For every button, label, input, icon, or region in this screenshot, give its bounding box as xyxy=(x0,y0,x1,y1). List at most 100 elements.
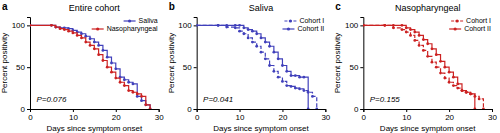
point xyxy=(435,66,438,69)
point xyxy=(405,31,408,34)
step-line xyxy=(363,25,483,109)
tick-mark xyxy=(27,67,30,68)
point xyxy=(71,31,74,34)
point xyxy=(439,72,442,75)
tick-mark xyxy=(449,109,450,112)
point xyxy=(260,37,263,40)
legend-label: Cohort I xyxy=(299,17,324,24)
tick-mark xyxy=(73,109,74,112)
point xyxy=(443,66,446,69)
tick-label: 30 xyxy=(488,113,497,122)
tick-label: 50 xyxy=(16,63,25,72)
point xyxy=(140,99,143,102)
point xyxy=(114,67,117,70)
point xyxy=(238,30,241,33)
point xyxy=(84,35,87,38)
point xyxy=(264,41,267,44)
tick: 0 xyxy=(21,105,30,114)
point xyxy=(114,77,117,80)
tick: 30 xyxy=(321,109,330,122)
y-axis-label: Percent positivity xyxy=(167,33,176,93)
legend-marker xyxy=(289,19,292,22)
tick-mark xyxy=(406,109,407,112)
point xyxy=(290,74,293,77)
tick: 20 xyxy=(278,109,287,122)
point xyxy=(110,71,113,74)
point xyxy=(285,70,288,73)
tick-mark xyxy=(194,109,197,110)
point xyxy=(144,103,147,106)
step-line xyxy=(30,25,150,109)
tick-label: 10 xyxy=(402,113,411,122)
point xyxy=(264,57,267,60)
x-axis: 0102030 xyxy=(195,109,331,122)
point xyxy=(247,28,250,31)
legend-item: Saliva xyxy=(124,17,158,24)
point xyxy=(431,47,434,50)
tick: 10 xyxy=(69,109,78,122)
point xyxy=(123,78,126,81)
legend: Cohort ICohort II xyxy=(449,17,491,32)
point xyxy=(469,93,472,96)
point xyxy=(435,53,438,56)
point xyxy=(255,45,258,48)
tick: 20 xyxy=(445,109,454,122)
point xyxy=(383,24,386,27)
point xyxy=(102,49,105,52)
plot: 0102030050100P=0.041Cohort ICohort II xyxy=(178,17,331,121)
annotation: P=0.041 xyxy=(203,95,233,104)
tick-mark xyxy=(325,109,326,112)
tick-label: 100 xyxy=(12,21,26,30)
step-line xyxy=(30,25,150,109)
panel: 0102030050100P=0.155Cohort ICohort IINas… xyxy=(333,1,497,133)
tick-mark xyxy=(492,109,493,112)
tick-label: 20 xyxy=(445,113,454,122)
step-line xyxy=(197,25,309,109)
legend-label: Cohort I xyxy=(466,17,491,24)
tick-label: 50 xyxy=(183,63,192,72)
point xyxy=(469,93,472,96)
point xyxy=(465,91,468,94)
point xyxy=(63,28,66,31)
point xyxy=(89,44,92,47)
point xyxy=(50,24,53,27)
point xyxy=(426,55,429,58)
marks xyxy=(197,24,318,109)
tick-label: 100 xyxy=(178,21,192,30)
tick: 0 xyxy=(28,109,33,122)
point xyxy=(242,32,245,35)
point xyxy=(67,30,70,33)
point xyxy=(290,85,293,88)
point xyxy=(413,31,416,34)
tick-label: 20 xyxy=(112,113,121,122)
point xyxy=(225,24,228,27)
x-axis-label: Days since symptom onset xyxy=(380,124,476,133)
tick: 100 xyxy=(345,21,363,30)
tick-label: 10 xyxy=(236,113,245,122)
tick-label: 100 xyxy=(345,21,359,30)
annotation: P=0.155 xyxy=(370,95,401,104)
panel-label: a xyxy=(2,1,8,12)
point xyxy=(54,26,57,29)
point xyxy=(136,95,139,98)
point xyxy=(93,47,96,50)
point xyxy=(448,71,451,74)
point xyxy=(30,24,31,27)
point xyxy=(461,89,464,92)
point xyxy=(80,32,83,35)
legend-item: Cohort II xyxy=(449,25,491,32)
point xyxy=(473,108,476,109)
point xyxy=(97,44,100,47)
axis-line xyxy=(197,110,326,113)
tick: 10 xyxy=(402,109,411,122)
title: Entire cohort xyxy=(69,3,121,13)
axis-line xyxy=(194,18,198,110)
point xyxy=(409,28,412,31)
title: Nasopharyngeal xyxy=(395,3,461,13)
point xyxy=(272,70,275,73)
tick-label: 0 xyxy=(187,105,192,114)
point xyxy=(315,108,318,109)
point xyxy=(456,87,459,90)
point xyxy=(260,51,263,54)
point xyxy=(97,53,100,56)
